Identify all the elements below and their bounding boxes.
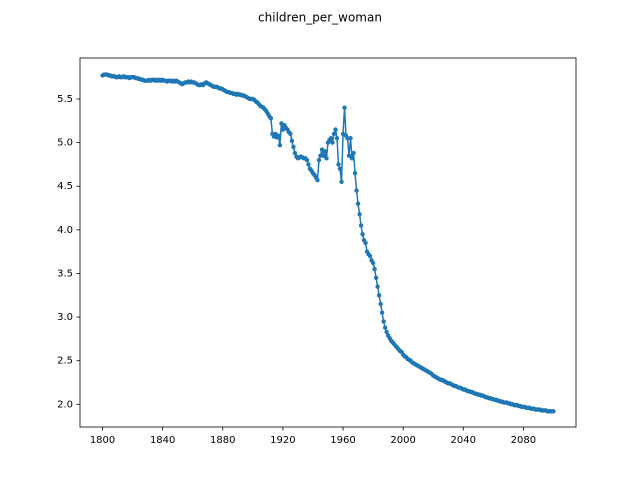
data-point [333,127,338,132]
x-tick-label: 1960 [330,435,355,446]
y-tick-label: 2.5 [57,356,73,367]
data-point [363,240,368,246]
x-tick-label: 1800 [90,435,115,446]
y-tick-label: 3.5 [57,268,73,279]
data-point [292,150,298,156]
data-point [328,136,334,141]
data-point [342,105,347,110]
data-point [315,177,320,183]
data-point [382,325,388,330]
data-point [268,115,274,121]
data-point [276,133,281,138]
data-point [381,319,386,324]
data-point [372,266,377,272]
data-point [316,157,322,163]
data-point [289,138,295,144]
data-point [375,284,380,289]
data-point [336,162,341,167]
x-tick-label: 1880 [210,435,235,446]
data-point [376,293,382,298]
y-tick-label: 4.0 [57,225,73,236]
data-point [373,275,379,281]
y-tick-label: 3.0 [57,312,73,323]
data-point [367,253,373,259]
data-point [379,310,385,315]
data-point [337,166,343,171]
x-tick-label: 2080 [511,435,536,446]
data-point [331,131,337,137]
data-point [288,131,293,137]
data-point [318,153,323,158]
data-point [277,143,283,148]
data-point [551,409,556,414]
y-tick-label: 2.0 [57,399,73,410]
data-point [349,156,355,161]
data-point [345,136,350,141]
data-point [324,156,329,161]
data-point [322,149,328,154]
data-point [384,329,389,335]
data-point [346,153,352,158]
data-point [355,201,361,206]
x-tick-label: 2040 [451,435,476,446]
data-point [334,136,340,141]
data-point [321,153,326,158]
data-point [304,157,310,163]
data-point [348,136,353,141]
data-point [330,140,335,145]
data-point [306,162,311,167]
data-point [360,232,365,237]
data-line [102,73,554,413]
data-point [339,179,344,185]
x-tick-label: 1920 [270,435,295,446]
y-tick-label: 5.5 [57,94,73,105]
data-point [351,150,356,156]
chart-title: children_per_woman [258,11,382,25]
data-point [357,211,362,217]
data-point [352,170,358,176]
data-point [291,144,296,150]
plot-frame [79,57,577,428]
y-tick-label: 5.0 [57,138,73,149]
data-point [370,260,376,266]
data-point [358,223,364,228]
data-point [378,301,383,307]
y-tick-label: 4.5 [57,181,73,192]
x-tick-label: 2000 [390,435,415,446]
x-tick-label: 1840 [150,435,175,446]
data-point [354,188,359,193]
